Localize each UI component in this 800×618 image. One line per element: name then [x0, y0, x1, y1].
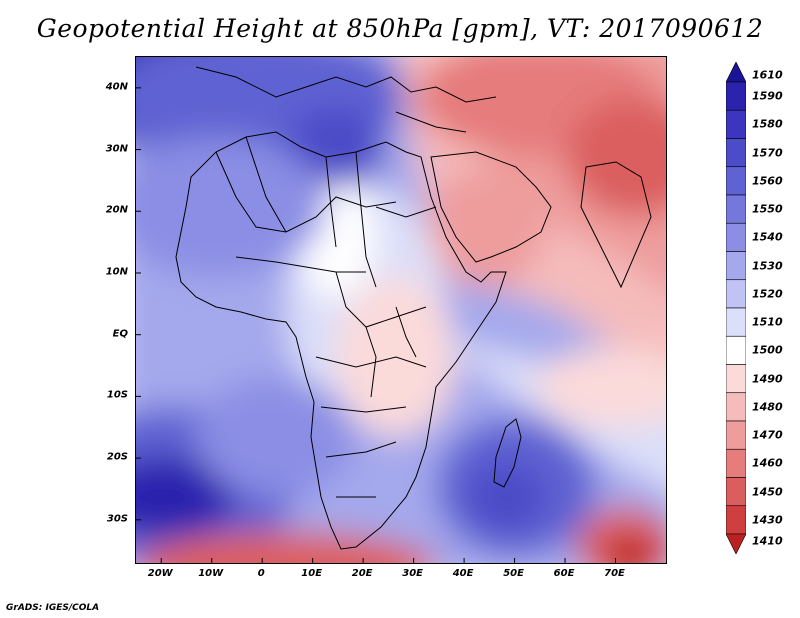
colorbar-label-1570: 1570: [752, 146, 783, 160]
coastline-outlines: [175, 66, 652, 550]
lat-label-30n: 30N: [105, 143, 128, 155]
colorbar-label-1490: 1490: [752, 372, 783, 386]
lat-label-20n: 20N: [105, 204, 128, 216]
grads-credit: GrADS: IGES/COLA: [6, 603, 100, 613]
colorbar-swatch-1580: [726, 109, 746, 139]
colorbar-label-1500: 1500: [752, 343, 783, 357]
colorbar-swatch-1410: [726, 533, 746, 554]
colorbar-swatch-1530: [726, 251, 746, 281]
colorbar-label-1470: 1470: [752, 428, 783, 442]
colorbar-swatch-1460: [726, 448, 746, 478]
colorbar-label-1510: 1510: [752, 315, 783, 329]
lon-label-40e: 40E: [452, 568, 474, 579]
lat-label-20s: 20S: [106, 451, 128, 463]
lon-label-10w: 10W: [198, 568, 224, 579]
lat-label-40n: 40N: [105, 81, 128, 93]
lat-label-10s: 10S: [106, 389, 128, 401]
colorbar-swatch-1560: [726, 166, 746, 196]
lat-label-30s: 30S: [106, 513, 128, 525]
lat-label-10n: 10N: [105, 266, 128, 278]
lon-label-70e: 70E: [604, 568, 625, 579]
lon-label-20e: 20E: [351, 568, 373, 579]
lon-label-10e: 10E: [301, 568, 323, 579]
colorbar-swatch-1550: [726, 194, 746, 224]
colorbar-label-1540: 1540: [752, 230, 783, 244]
colorbar-label-1450: 1450: [752, 485, 783, 499]
colorbar-label-1480: 1480: [752, 400, 783, 414]
colorbar-label-1580: 1580: [752, 117, 783, 131]
colorbar-label-1460: 1460: [752, 456, 783, 470]
colorbar-label-1430: 1430: [752, 513, 783, 527]
lon-label-30e: 30E: [402, 568, 423, 579]
colorbar-label-1550: 1550: [752, 202, 783, 216]
colorbar-swatch-1590: [726, 81, 746, 111]
height-field-map: [136, 57, 666, 563]
colorbar-label-1610: 1610: [752, 68, 783, 82]
colorbar-swatch-1480: [726, 392, 746, 422]
colorbar-swatch-1540: [726, 222, 746, 252]
colorbar-swatch-1510: [726, 307, 746, 337]
colorbar-swatch-1500: [726, 335, 746, 365]
axis-ticks: [136, 87, 617, 563]
lon-label-0: 0: [257, 568, 265, 579]
colorbar-label-1520: 1520: [752, 287, 783, 301]
colorbar-label-1530: 1530: [752, 259, 783, 273]
lat-label-eq: EQ: [112, 328, 128, 340]
lon-label-50e: 50E: [503, 568, 524, 579]
lon-label-20w: 20W: [147, 568, 173, 579]
map-title: Geopotential Height at 850hPa [gpm], VT:…: [36, 14, 764, 43]
colorbar-swatch-1470: [726, 420, 746, 450]
lon-label-60e: 60E: [553, 568, 575, 579]
colorbar-label-1590: 1590: [752, 89, 783, 103]
colorbar-swatch-1450: [726, 477, 746, 507]
colorbar-swatch-1520: [726, 279, 746, 309]
colorbar-swatch-1610: [726, 62, 746, 83]
map-plot-area: [135, 56, 667, 564]
colorbar-label-1560: 1560: [752, 174, 783, 188]
colorbar-swatch-1430: [726, 505, 746, 535]
colorbar: [726, 62, 746, 554]
colorbar-swatch-1570: [726, 138, 746, 168]
contour-field: [136, 57, 666, 563]
colorbar-swatch-1490: [726, 364, 746, 394]
colorbar-label-1410: 1410: [752, 534, 783, 548]
